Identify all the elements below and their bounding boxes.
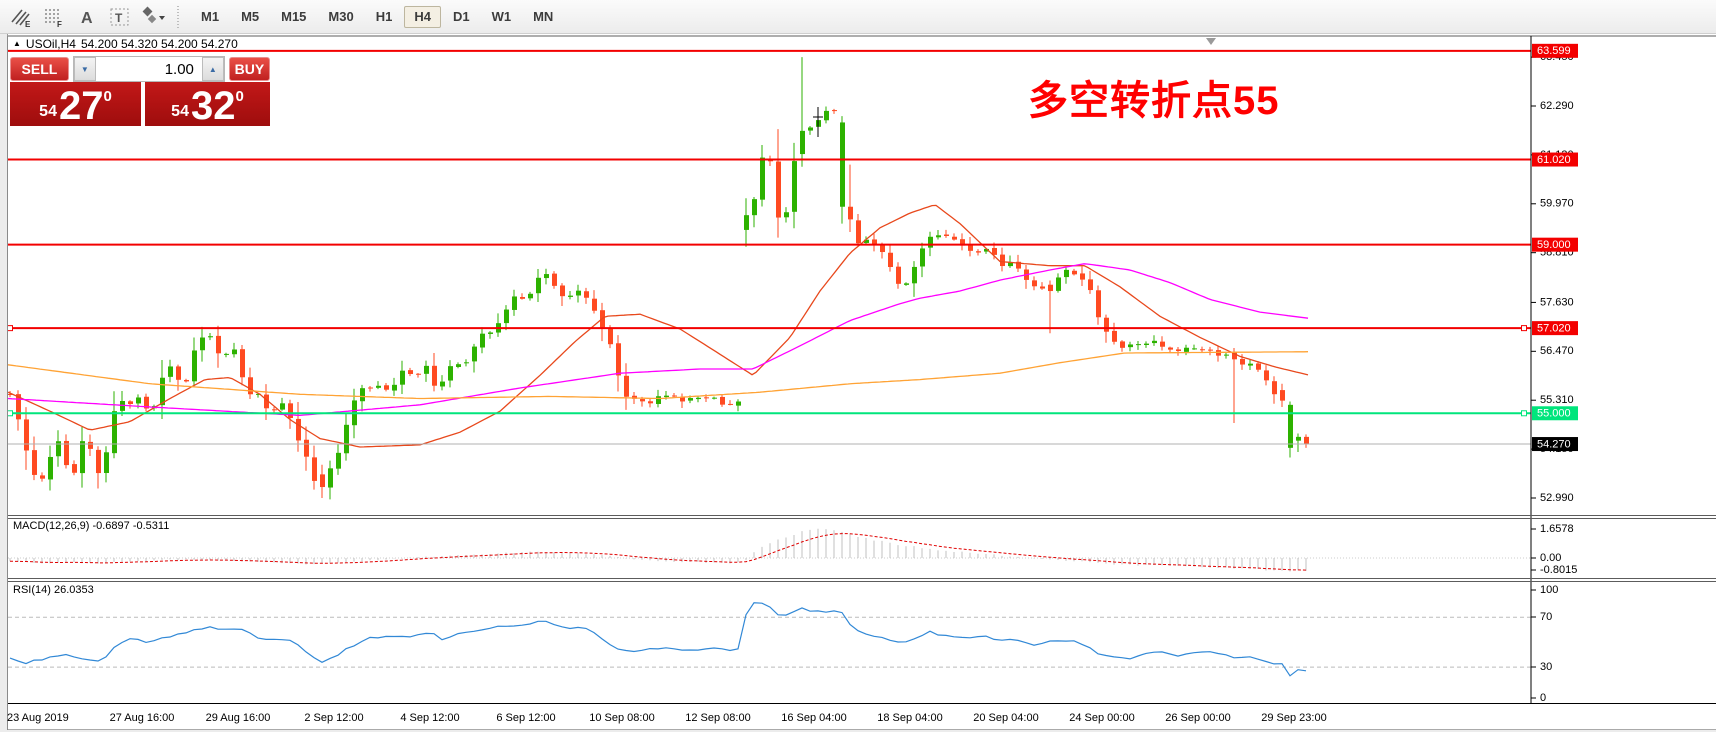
buy-button[interactable]: BUY: [228, 57, 270, 81]
toolbar: E F A T M1 M5 M15 M30 H1 H4 D1 W1 MN: [0, 0, 1716, 34]
ma-mid-line: [7, 263, 1309, 417]
one-click-panel-toggle-icon[interactable]: ▲: [13, 39, 21, 48]
svg-text:57.020: 57.020: [1537, 323, 1571, 335]
chart-shift-marker[interactable]: [1206, 38, 1216, 45]
svg-text:57.630: 57.630: [1540, 296, 1574, 308]
text-label-icon[interactable]: T: [105, 4, 135, 30]
time-axis-labels: 23 Aug 2019 27 Aug 16:00 29 Aug 16:00 2 Sep…: [7, 712, 1327, 724]
sell-price-big: 27: [58, 84, 104, 129]
svg-text:59.000: 59.000: [1537, 239, 1571, 251]
tab-timeframe-h4[interactable]: H4: [404, 5, 441, 28]
ohlc-quote: 54.200 54.320 54.200 54.270: [80, 37, 238, 51]
tab-timeframe-mn[interactable]: MN: [533, 8, 554, 24]
svg-text:A: A: [81, 10, 93, 27]
svg-text:18 Sep 04:00: 18 Sep 04:00: [877, 712, 942, 724]
svg-text:6 Sep 12:00: 6 Sep 12:00: [496, 712, 555, 724]
svg-text:61.020: 61.020: [1537, 154, 1571, 166]
fibonacci-icon[interactable]: F: [39, 4, 69, 30]
window-bottom-border: [0, 730, 1716, 732]
svg-text:26 Sep 00:00: 26 Sep 00:00: [1165, 712, 1230, 724]
svg-text:56.470: 56.470: [1540, 345, 1574, 357]
symbol-name: USOil,H4: [25, 37, 76, 51]
line-handle[interactable]: [1521, 325, 1527, 332]
tab-timeframe-m5[interactable]: M5: [241, 8, 260, 24]
svg-text:10 Sep 08:00: 10 Sep 08:00: [589, 712, 654, 724]
tab-timeframe-w1[interactable]: W1: [491, 8, 512, 24]
price-axis-labels: 63.599 61.020 59.000 57.020 55.000 54.270: [1532, 43, 1578, 452]
tab-timeframe-h1[interactable]: H1: [375, 8, 393, 24]
svg-text:24 Sep 00:00: 24 Sep 00:00: [1069, 712, 1134, 724]
svg-text:20 Sep 04:00: 20 Sep 04:00: [973, 712, 1038, 724]
svg-text:23 Aug 2019: 23 Aug 2019: [7, 712, 69, 724]
svg-text:27 Aug 16:00: 27 Aug 16:00: [110, 712, 175, 724]
svg-text:63.599: 63.599: [1537, 45, 1571, 57]
chart-annotation-text[interactable]: 多空转折点55: [1028, 79, 1280, 123]
chart-markers: [813, 38, 1216, 137]
buy-price-big: 32: [190, 84, 236, 129]
svg-text:0: 0: [1540, 692, 1546, 704]
toolbar-grip[interactable]: [175, 5, 182, 28]
svg-text:E: E: [25, 20, 31, 28]
svg-text:29 Aug 16:00: 29 Aug 16:00: [206, 712, 271, 724]
buy-price-display[interactable]: 54 32 0: [145, 82, 270, 126]
sell-price-sup: 0: [103, 88, 112, 105]
volume-stepper: ▼ ▲: [72, 56, 225, 82]
svg-text:100: 100: [1540, 584, 1558, 596]
sell-button[interactable]: SELL: [10, 57, 69, 81]
svg-text:55.000: 55.000: [1537, 408, 1571, 420]
svg-text:T: T: [115, 11, 123, 25]
svg-text:59.970: 59.970: [1540, 198, 1574, 210]
chart-header: ▲ USOil,H4 54.200 54.320 54.200 54.270: [13, 37, 238, 51]
volume-increase-button[interactable]: ▲: [201, 57, 224, 81]
arrows-icon[interactable]: [138, 4, 168, 30]
text-icon[interactable]: A: [72, 4, 102, 30]
horizontal-lines: [7, 49, 1531, 417]
ma-fast-line: [7, 204, 1309, 448]
candlesticks: [8, 57, 1309, 500]
volume-input[interactable]: [95, 57, 202, 81]
macd-indicator-label: MACD(12,26,9) -0.6897 -0.5311: [13, 520, 170, 532]
svg-text:16 Sep 04:00: 16 Sep 04:00: [781, 712, 846, 724]
svg-text:1.6578: 1.6578: [1540, 523, 1574, 535]
svg-text:54.270: 54.270: [1537, 438, 1571, 450]
ma-slow-line: [7, 351, 1309, 400]
rsi-panel: 100 70 30 0: [8, 584, 1558, 704]
svg-text:12 Sep 08:00: 12 Sep 08:00: [685, 712, 750, 724]
macd-signal-line: [9, 533, 1307, 571]
buy-price-sup: 0: [235, 88, 244, 105]
equidistant-channel-icon[interactable]: E: [6, 4, 36, 30]
svg-text:30: 30: [1540, 661, 1552, 673]
svg-text:2 Sep 12:00: 2 Sep 12:00: [304, 712, 363, 724]
one-click-trading-panel: SELL ▼ ▲ BUY 54 27 0 54 32 0: [10, 56, 270, 126]
timeframe-group: M1 M5 M15 M30 H1 H4 D1 W1 MN: [190, 5, 564, 28]
sell-price-display[interactable]: 54 27 0: [10, 82, 141, 126]
line-handle[interactable]: [7, 410, 13, 417]
sell-price-small: 54: [39, 103, 57, 120]
svg-text:4 Sep 12:00: 4 Sep 12:00: [400, 712, 459, 724]
svg-text:29 Sep 23:00: 29 Sep 23:00: [1261, 712, 1326, 724]
line-handle[interactable]: [1521, 410, 1527, 417]
svg-text:62.290: 62.290: [1540, 100, 1574, 112]
svg-text:F: F: [57, 20, 62, 28]
rsi-line: [9, 602, 1307, 677]
buy-price-small: 54: [171, 103, 189, 120]
volume-decrease-button[interactable]: ▼: [73, 57, 96, 81]
tab-timeframe-m15[interactable]: M15: [281, 8, 307, 24]
svg-text:52.990: 52.990: [1540, 492, 1574, 504]
svg-text:-0.8015: -0.8015: [1540, 564, 1577, 576]
svg-text:0.00: 0.00: [1540, 552, 1561, 564]
tab-timeframe-d1[interactable]: D1: [452, 8, 470, 24]
macd-panel: 1.6578 0.00-0.8015: [8, 523, 1577, 576]
tab-timeframe-m1[interactable]: M1: [201, 8, 220, 24]
svg-text:55.310: 55.310: [1540, 394, 1574, 406]
svg-text:70: 70: [1540, 611, 1552, 623]
tab-timeframe-m30[interactable]: M30: [328, 8, 354, 24]
line-handle[interactable]: [7, 325, 13, 332]
rsi-indicator-label: RSI(14) 26.0353: [13, 584, 94, 596]
panel-borders: [7, 35, 1716, 730]
